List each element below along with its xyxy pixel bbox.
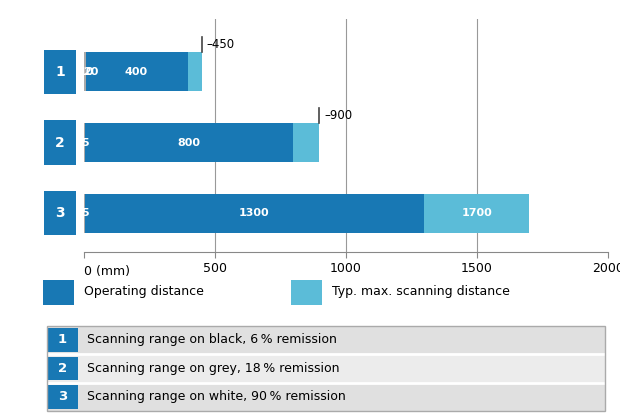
Text: –450: –450	[206, 38, 234, 51]
Bar	[84, 123, 319, 162]
Bar	[84, 194, 529, 233]
Text: Scanning range on white, 90 % remission: Scanning range on white, 90 % remission	[87, 391, 346, 403]
Text: Scanning range on grey, 18 % remission: Scanning range on grey, 18 % remission	[87, 362, 340, 375]
Text: 10: 10	[79, 67, 94, 77]
Text: 5: 5	[81, 137, 89, 147]
Bar	[188, 52, 202, 91]
Text: 1: 1	[58, 333, 67, 346]
Bar	[84, 52, 202, 91]
Text: Typ. max. scanning distance: Typ. max. scanning distance	[332, 286, 510, 298]
Bar	[424, 194, 529, 233]
Text: Operating distance: Operating distance	[84, 286, 203, 298]
Text: 3: 3	[58, 391, 67, 403]
FancyBboxPatch shape	[291, 280, 322, 304]
Text: 2: 2	[58, 362, 67, 375]
Text: 0 (mm): 0 (mm)	[84, 265, 130, 278]
Text: 5: 5	[81, 208, 89, 218]
Text: 3: 3	[55, 206, 65, 220]
Text: 400: 400	[125, 67, 148, 77]
Bar	[85, 123, 293, 162]
Text: –900: –900	[324, 109, 352, 122]
Text: 2: 2	[55, 136, 65, 150]
Bar	[85, 194, 424, 233]
Text: 1700: 1700	[461, 208, 492, 218]
Text: 800: 800	[177, 137, 200, 147]
Text: Scanning range on black, 6 % remission: Scanning range on black, 6 % remission	[87, 333, 337, 346]
Bar	[293, 123, 319, 162]
Text: 1: 1	[55, 65, 65, 79]
Bar	[86, 52, 188, 91]
Text: 1300: 1300	[239, 208, 269, 218]
FancyBboxPatch shape	[43, 280, 74, 304]
Text: 20: 20	[83, 67, 99, 77]
